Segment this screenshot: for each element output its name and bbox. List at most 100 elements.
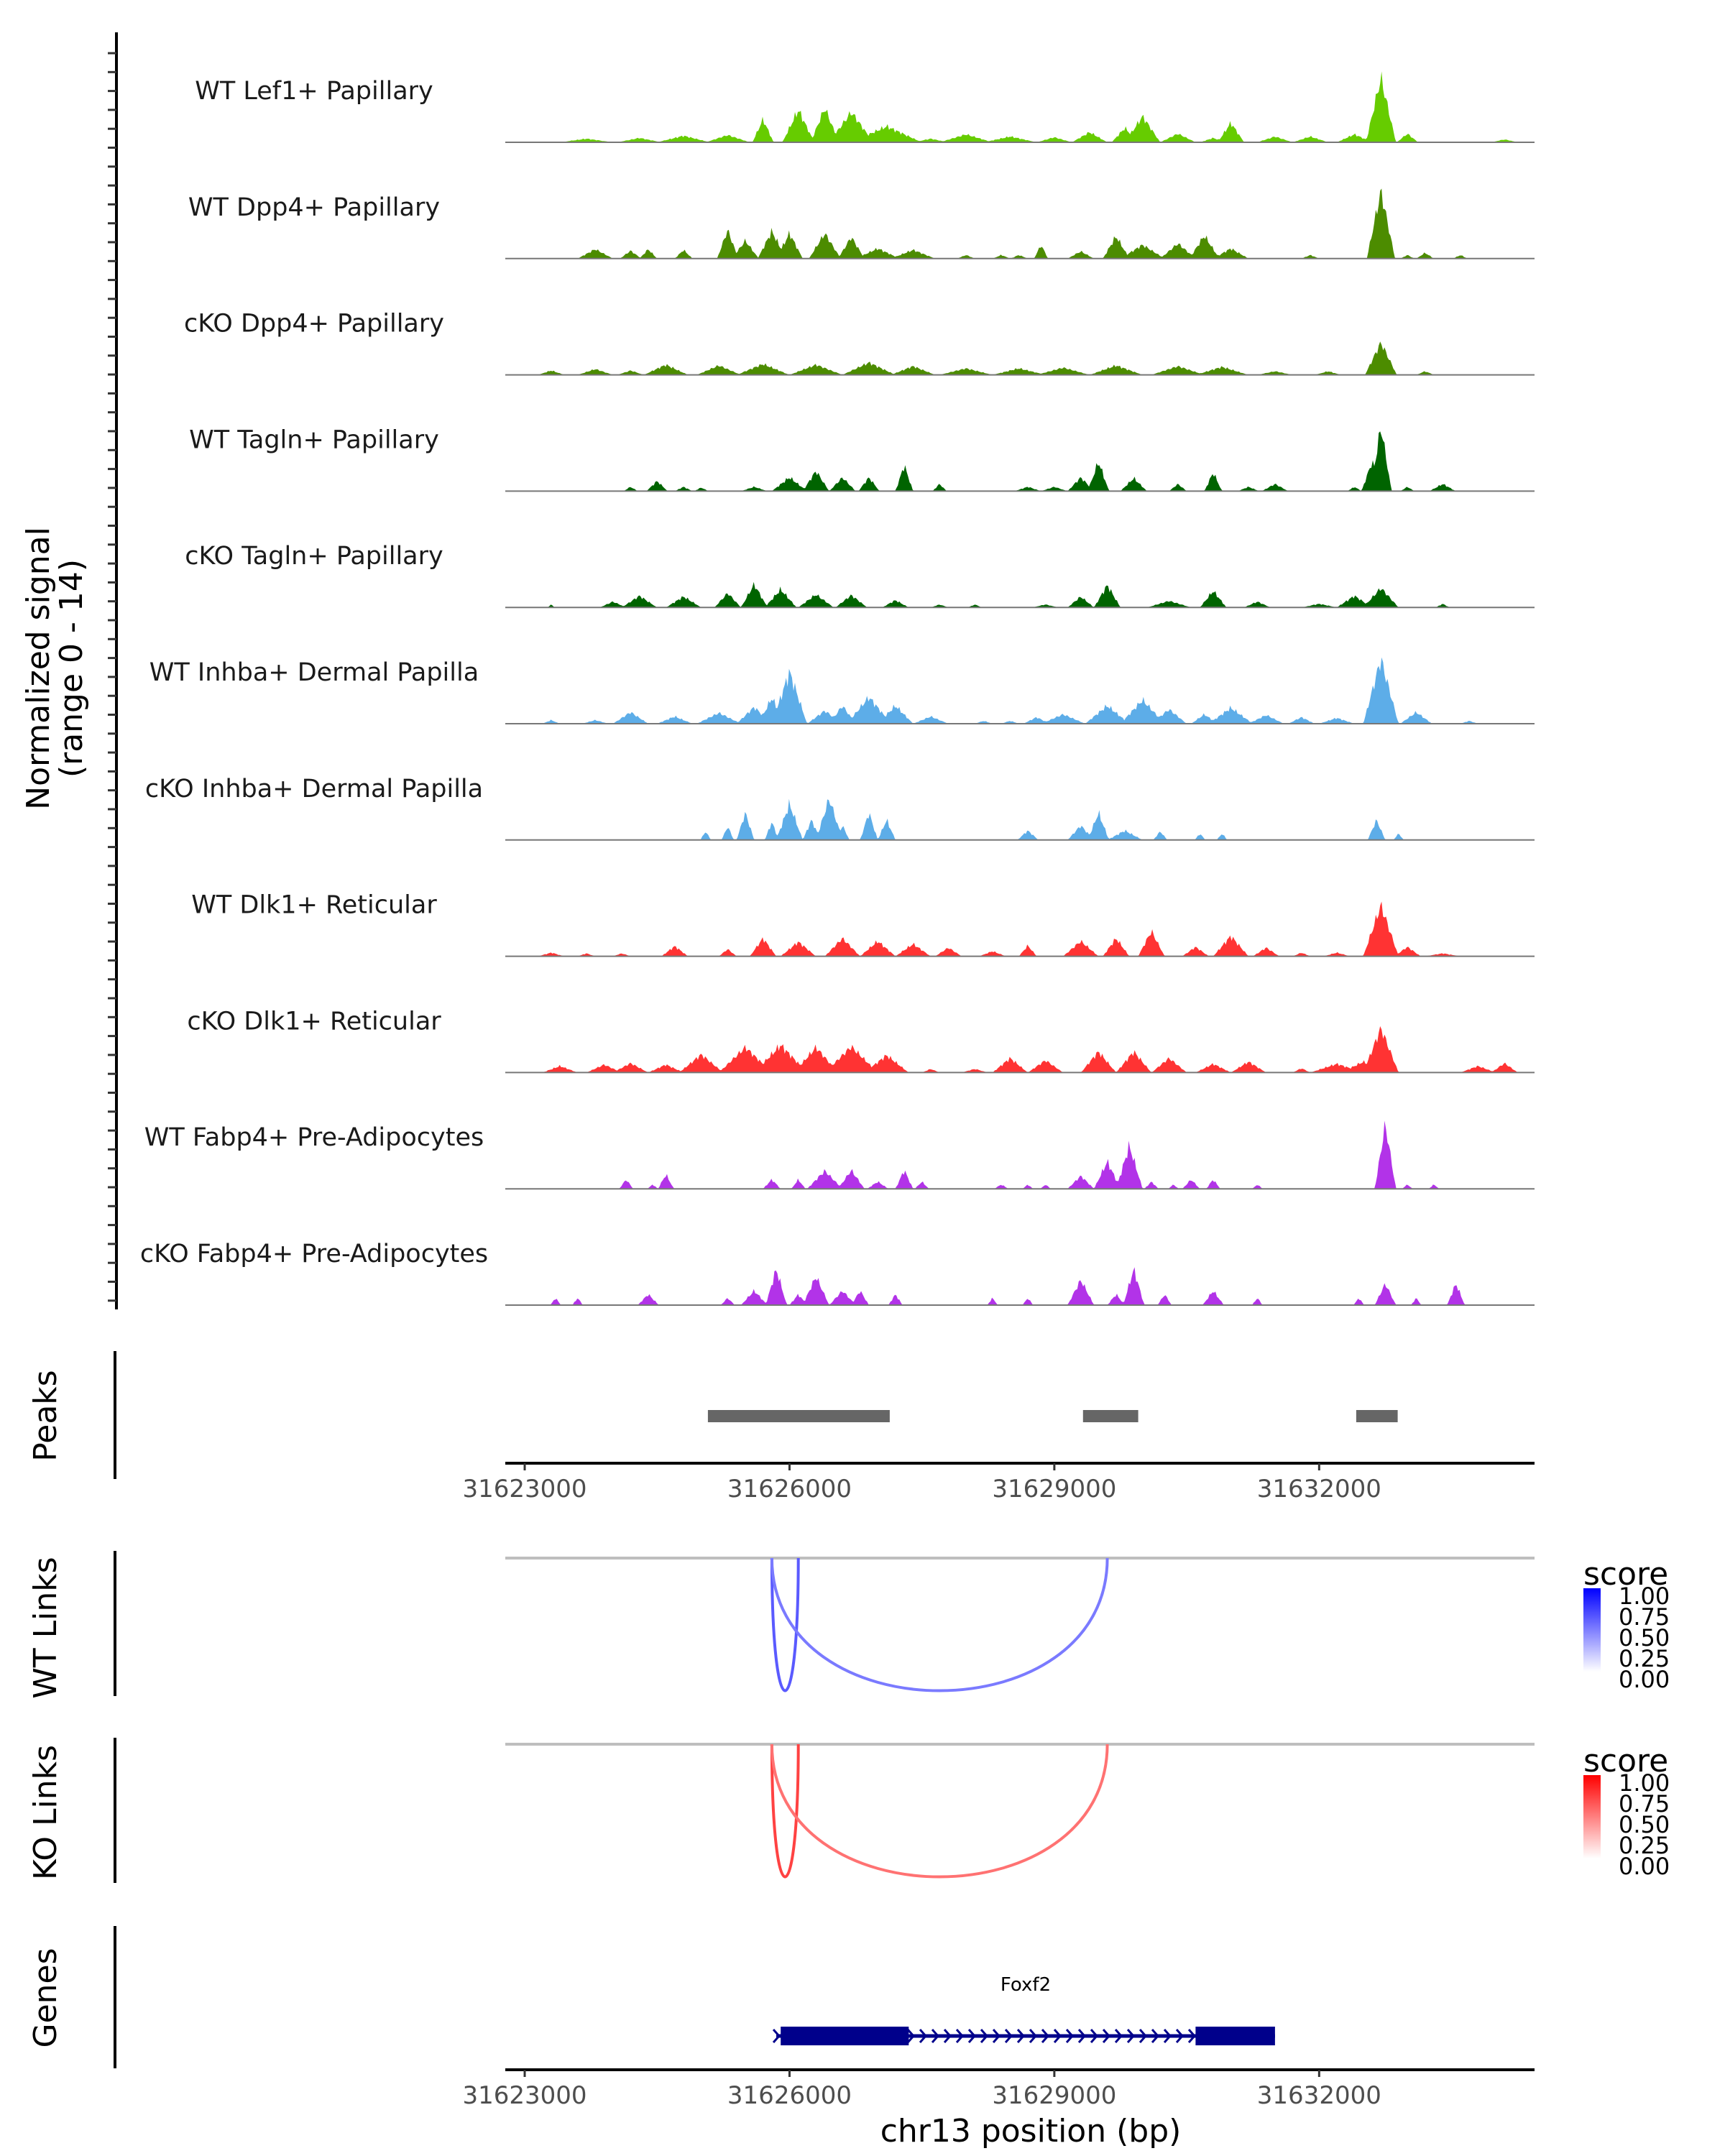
strand-arrow-icon [992,2029,1001,2043]
signal-track: cKO Dpp4+ Papillary [184,310,1535,376]
gene-exon [1195,2027,1275,2045]
y-axis-ticks [108,52,116,1302]
strand-arrow-icon [1077,2029,1087,2043]
legend-tick-label: 0.75 [1619,1603,1670,1631]
legend-colorbar [1583,1775,1601,1858]
strand-arrow-icon [1187,2029,1197,2043]
track-label: WT Dpp4+ Papillary [188,193,440,222]
legend-tick-label: 1.00 [1619,1583,1670,1610]
x-axis-middle: 31623000 31626000 31629000 31632000 [462,1462,1535,1503]
signal-area [505,341,1535,375]
legend-title: score [1583,1556,1668,1593]
legend-tick-label: 0.75 [1619,1790,1670,1818]
strand-arrow-icon [943,2029,952,2043]
track-label: WT Lef1+ Papillary [195,77,433,106]
strand-arrow-icon [1102,2029,1111,2043]
signal-track: WT Dlk1+ Reticular [191,891,1535,957]
signal-area [505,798,1535,840]
ko-links-track [505,1743,1535,1879]
track-label: cKO Dlk1+ Reticular [187,1007,441,1036]
wt-links-track-label: WT Links [27,1557,64,1698]
y-axis-title: Normalized signal (range 0 - 14) [20,527,90,810]
signal-area [505,901,1535,957]
x-tick-label: 31632000 [1257,1475,1381,1503]
strand-arrow-icon [1138,2029,1148,2043]
signal-track: WT Tagln+ Papillary [189,425,1535,492]
signal-track: WT Fabp4+ Pre-Adipocytes [144,1120,1535,1190]
signal-area [505,1026,1535,1073]
wt-links-track [505,1557,1535,1692]
signal-track: WT Lef1+ Papillary [195,71,1535,143]
signal-tracks: WT Lef1+ Papillary WT Dpp4+ Papillary cKO … [140,71,1535,1306]
legend-title: score [1583,1743,1668,1779]
strand-arrow-icon [772,2029,781,2043]
peaks-track [707,1410,1398,1422]
signal-area [505,71,1535,142]
strand-arrow-icon [1016,2029,1026,2043]
track-label: cKO Dpp4+ Papillary [184,310,444,338]
signal-area [505,188,1535,259]
strand-arrow-icon [955,2029,965,2043]
peak-region [1356,1410,1398,1422]
link-arc [770,1557,800,1692]
strand-arrow-icon [980,2029,989,2043]
strand-arrow-icon [1151,2029,1160,2043]
track-label: cKO Inhba+ Dermal Papilla [145,775,483,803]
strand-arrow-icon [906,2029,916,2043]
y-axis-title-line1: Normalized signal [20,527,57,810]
legend-tick-label: 0.50 [1619,1624,1670,1651]
strand-arrow-icon [1090,2029,1099,2043]
signal-track: WT Inhba+ Dermal Papilla [150,657,1535,724]
track-label: WT Fabp4+ Pre-Adipocytes [144,1123,484,1152]
track-label: WT Tagln+ Papillary [189,425,439,454]
signal-track: cKO Tagln+ Papillary [185,542,1535,609]
x-tick-label: 31623000 [462,1475,586,1503]
x-tick-label: 31626000 [727,2081,852,2110]
x-tick-label: 31626000 [727,1475,852,1503]
legend-tick-label: 0.25 [1619,1645,1670,1672]
y-axis-title-line2: (range 0 - 14) [53,559,90,778]
strand-arrow-icon [1114,2029,1123,2043]
strand-arrow-icon [1175,2029,1184,2043]
strand-arrow-icon [1041,2029,1050,2043]
gene-exon [781,2027,909,2045]
signal-track: cKO Inhba+ Dermal Papilla [145,775,1535,841]
track-label: cKO Fabp4+ Pre-Adipocytes [140,1240,488,1268]
legend-tick-label: 1.00 [1619,1769,1670,1797]
x-tick-label: 31629000 [992,1475,1116,1503]
x-axis-title: chr13 position (bp) [880,2113,1182,2150]
ko-links-track-label: KO Links [27,1745,64,1880]
legend-colorbar [1583,1588,1601,1672]
ko-score-legend: score 1.000.750.500.250.00 [1583,1743,1670,1880]
legend-tick-label: 0.50 [1619,1811,1670,1838]
signal-area [505,581,1535,608]
x-axis-bottom: 31623000 31626000 31629000 31632000 [462,2068,1535,2110]
gene-label: Foxf2 [1000,1974,1051,1996]
genes-track-label: Genes [27,1948,64,2047]
strand-arrow-icon [1029,2029,1038,2043]
link-arc [770,1743,800,1879]
signal-track: cKO Fabp4+ Pre-Adipocytes [140,1240,1535,1306]
x-tick-label: 31623000 [462,2081,586,2110]
strand-arrow-icon [919,2029,928,2043]
peak-region [1082,1410,1138,1422]
signal-area [505,431,1535,492]
legend-tick-label: 0.25 [1619,1832,1670,1859]
link-arc [770,1743,1109,1879]
peaks-track-label: Peaks [27,1370,64,1461]
signal-area [505,657,1535,724]
strand-arrow-icon [931,2029,940,2043]
genes-track: Foxf2 [772,1974,1275,2045]
strand-arrow-icon [967,2029,977,2043]
wt-score-legend: score 1.000.750.500.250.00 [1583,1556,1670,1693]
signal-area [505,1267,1535,1305]
x-tick-label: 31632000 [1257,2081,1381,2110]
strand-arrow-icon [1065,2029,1075,2043]
peak-region [707,1410,890,1422]
x-tick-label: 31629000 [992,2081,1116,2110]
strand-arrow-icon [1126,2029,1136,2043]
strand-arrow-icon [1004,2029,1013,2043]
signal-area [505,1120,1535,1189]
signal-track: WT Dpp4+ Papillary [188,188,1535,259]
